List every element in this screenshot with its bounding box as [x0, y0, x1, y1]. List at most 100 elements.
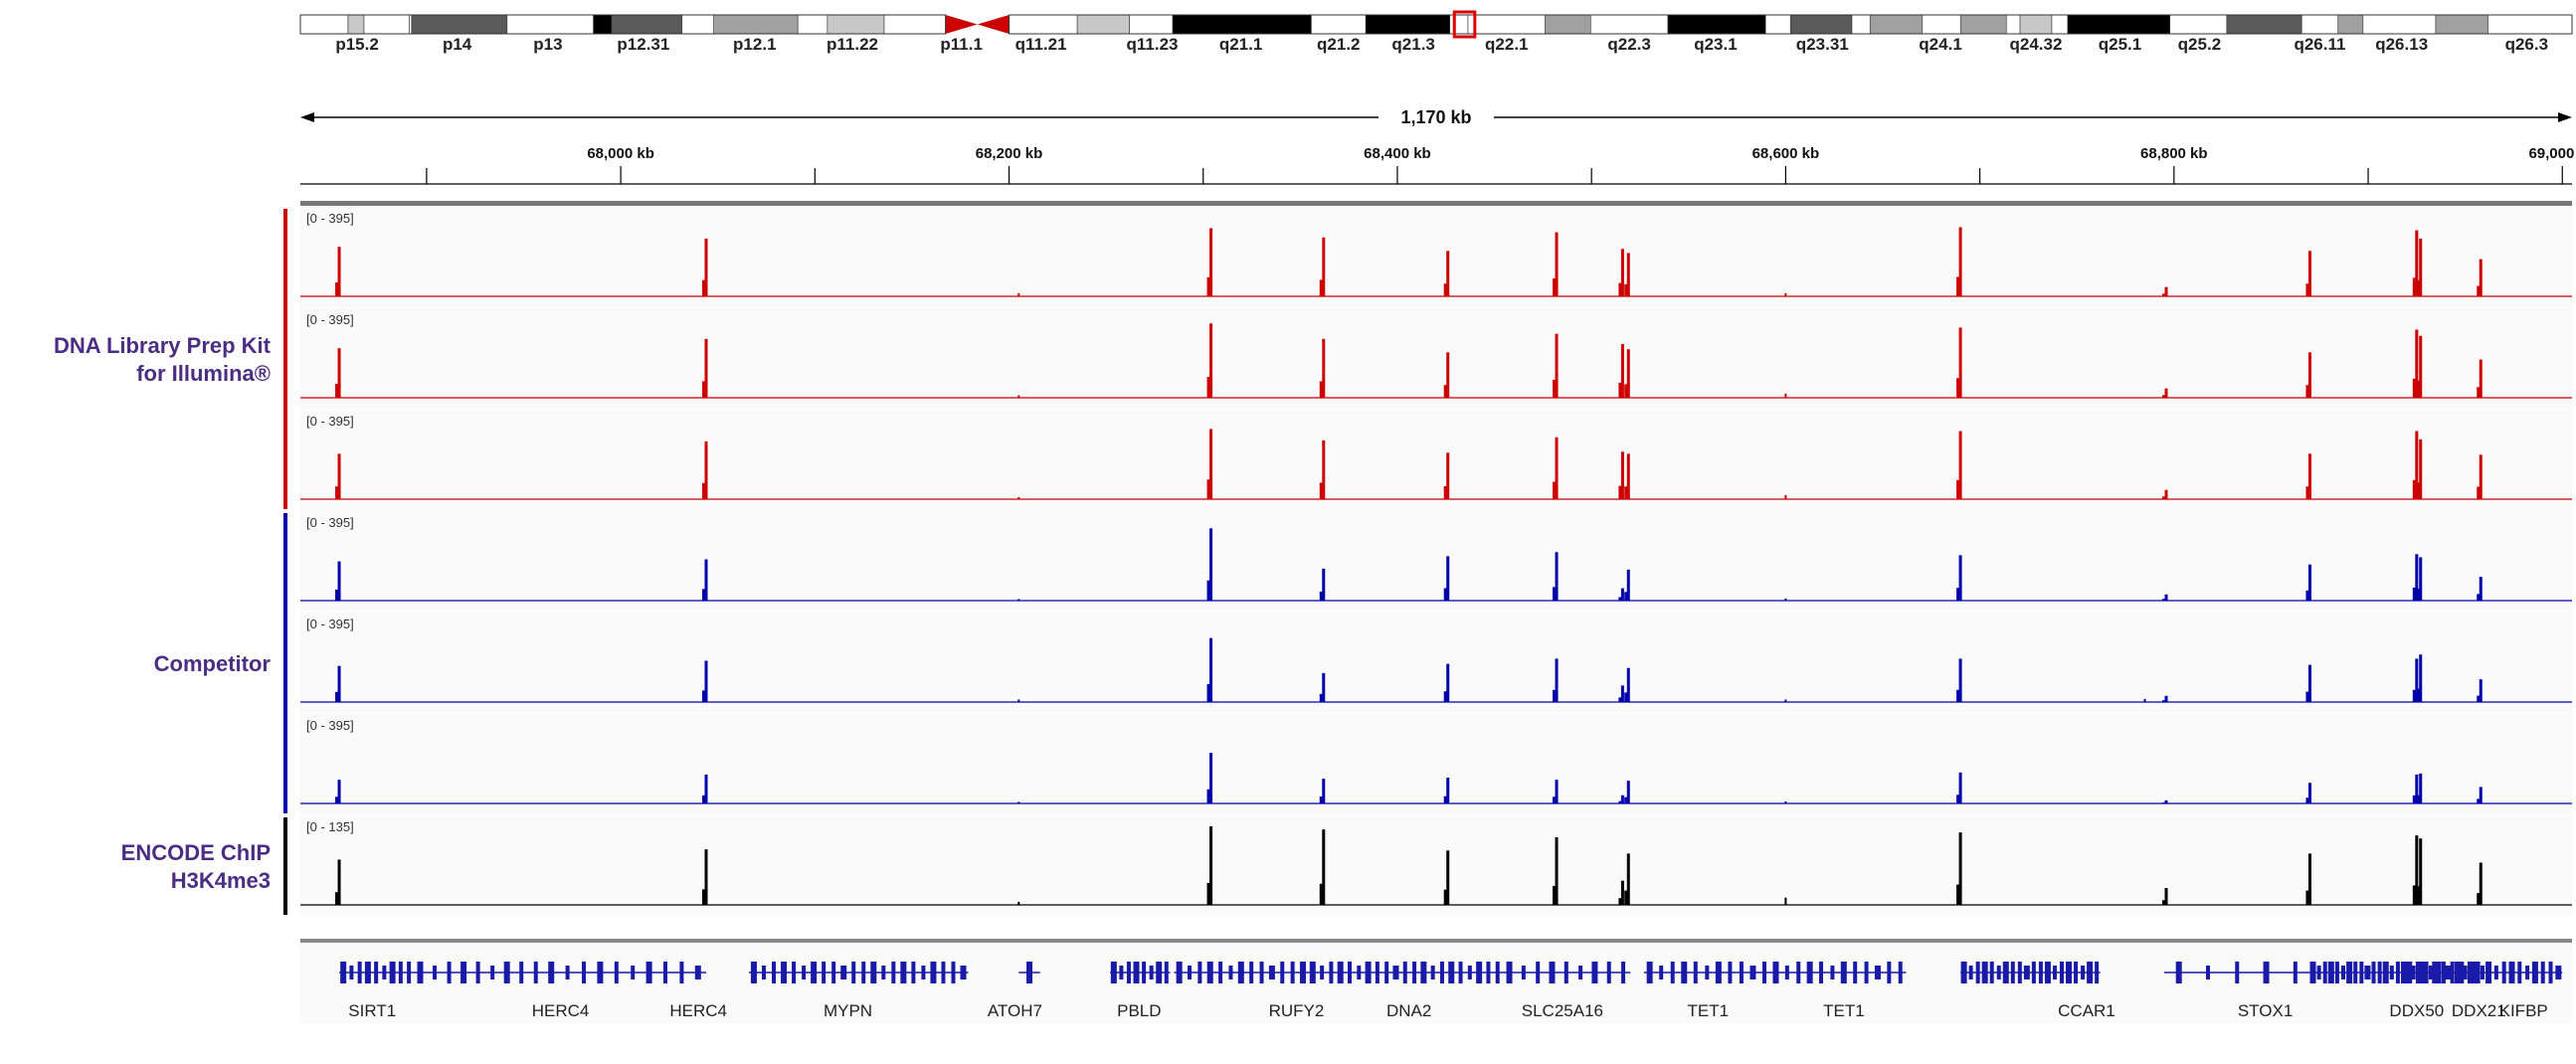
coverage-peak: [1446, 251, 1450, 296]
coverage-peak: [704, 660, 708, 702]
coverage-peak: [1446, 352, 1450, 398]
gene-exon: [2428, 966, 2433, 979]
coverage-peak: [1322, 568, 1326, 601]
coverage-minor: [2143, 698, 2146, 702]
gene-exon: [1772, 962, 1779, 983]
gene-exon: [831, 962, 836, 983]
gene-label: RUFY2: [1269, 1001, 1325, 1020]
ideogram-band-q23.33: [1869, 14, 1924, 35]
ideogram-band-p13: [506, 14, 594, 35]
coverage-peak-shoulder: [335, 486, 339, 499]
ideogram-label: p13: [533, 35, 562, 54]
ideogram-label: q26.13: [2375, 35, 2428, 54]
gene-exon: [2371, 962, 2376, 983]
coverage-peak-shoulder: [1553, 797, 1557, 803]
coverage-peak-shoulder: [2412, 277, 2416, 296]
gene-exon: [2406, 962, 2413, 983]
ideogram-band-q11.23: [1129, 14, 1174, 35]
coverage-peak-shoulder: [701, 381, 705, 398]
gene-exon: [2493, 966, 2498, 979]
gene-exon: [1320, 966, 1325, 979]
ideogram-label: q23.1: [1694, 35, 1737, 54]
coverage-peak: [2164, 887, 2168, 905]
coverage-peak: [1620, 795, 1624, 803]
coverage-minor: [1017, 292, 1020, 296]
gene-exon: [1898, 962, 1903, 983]
gene-exon: [2454, 962, 2459, 983]
gene-exon: [761, 966, 766, 979]
coverage-peak-shoulder: [1443, 283, 1447, 296]
gene-exon: [645, 962, 652, 983]
coverage-peak: [1555, 836, 1559, 905]
gene-exon: [1806, 962, 1813, 983]
gene-exon: [1486, 962, 1491, 983]
gene-exon: [548, 962, 555, 983]
gene-label: CCAR1: [2058, 1001, 2116, 1020]
ideogram-band-p12.1: [713, 14, 799, 35]
gene-exon: [2450, 962, 2455, 983]
gene-exon: [921, 966, 926, 979]
gene-exon: [2359, 962, 2364, 983]
gene-exon: [2044, 962, 2051, 983]
gene-exon: [389, 962, 396, 983]
gene-exon: [663, 962, 668, 983]
gene-exon: [1549, 962, 1556, 983]
span-arrow-right: [2558, 112, 2572, 122]
coverage-peak-shoulder: [2305, 486, 2309, 499]
coverage-peak-shoulder: [2477, 798, 2481, 803]
gene-label: STOX1: [2238, 1001, 2293, 1020]
gene-exon: [1693, 962, 1698, 983]
coverage-peak-shoulder: [1624, 797, 1628, 803]
gene-exon: [582, 962, 587, 983]
coverage-peak: [2307, 564, 2311, 601]
gene-exon: [2377, 962, 2382, 983]
gene-exon: [2540, 962, 2545, 983]
ideogram-band-p15.4: [347, 14, 365, 35]
coverage-peak-shoulder: [335, 892, 339, 905]
ideogram-label: q24.1: [1919, 35, 1961, 54]
group-label: Competitor: [154, 651, 272, 676]
gene-exon: [1728, 962, 1733, 983]
gene-exon: [1981, 962, 1988, 983]
gene-exon: [2364, 966, 2371, 979]
ruler-separator: [300, 201, 2572, 206]
gene-label: PBLD: [1117, 1001, 1161, 1020]
gene-exon: [1206, 962, 1213, 983]
gene-exon: [1280, 962, 1285, 983]
ideogram-band-p11.22: [827, 14, 885, 35]
ideogram-label: q23.31: [1796, 35, 1849, 54]
span-label: 1,170 kb: [1400, 107, 1471, 127]
gene-exon: [417, 962, 424, 983]
gene-exon: [802, 966, 807, 979]
gene-exon: [2023, 966, 2030, 979]
coverage-minor: [1017, 599, 1020, 601]
gene-exon: [2095, 962, 2100, 983]
coverage-peak-shoulder: [2416, 380, 2420, 398]
gene-exon: [364, 962, 371, 983]
gene-exon: [349, 966, 354, 979]
gene-exon: [1392, 966, 1399, 979]
gene-exon: [1290, 962, 1295, 983]
coverage-peak-shoulder: [1206, 479, 1210, 499]
gene-exon: [2531, 962, 2538, 983]
gene-exon: [1521, 966, 1526, 979]
gene-exon: [781, 962, 788, 983]
coverage-peak-shoulder: [1956, 588, 1960, 601]
gene-exon: [1749, 966, 1756, 979]
coverage-peak: [1209, 228, 1213, 296]
gene-exon: [447, 962, 452, 983]
gene-exon: [1536, 962, 1541, 983]
gene-exon: [2415, 962, 2420, 983]
coverage-peak: [1322, 338, 1326, 398]
coverage-peak: [1626, 667, 1630, 702]
coverage-peak: [1958, 772, 1962, 803]
coverage-peak: [2419, 557, 2423, 601]
ruler-tick-label: 68,000 kb: [587, 145, 654, 162]
coverage-peak-shoulder: [1443, 385, 1447, 398]
coverage-peak-shoulder: [335, 282, 339, 296]
coverage-peak: [2415, 329, 2419, 398]
coverage-peak-shoulder: [1206, 276, 1210, 296]
coverage-peak: [2419, 439, 2423, 499]
coverage-minor: [1784, 699, 1787, 702]
track-background: [300, 410, 2572, 510]
